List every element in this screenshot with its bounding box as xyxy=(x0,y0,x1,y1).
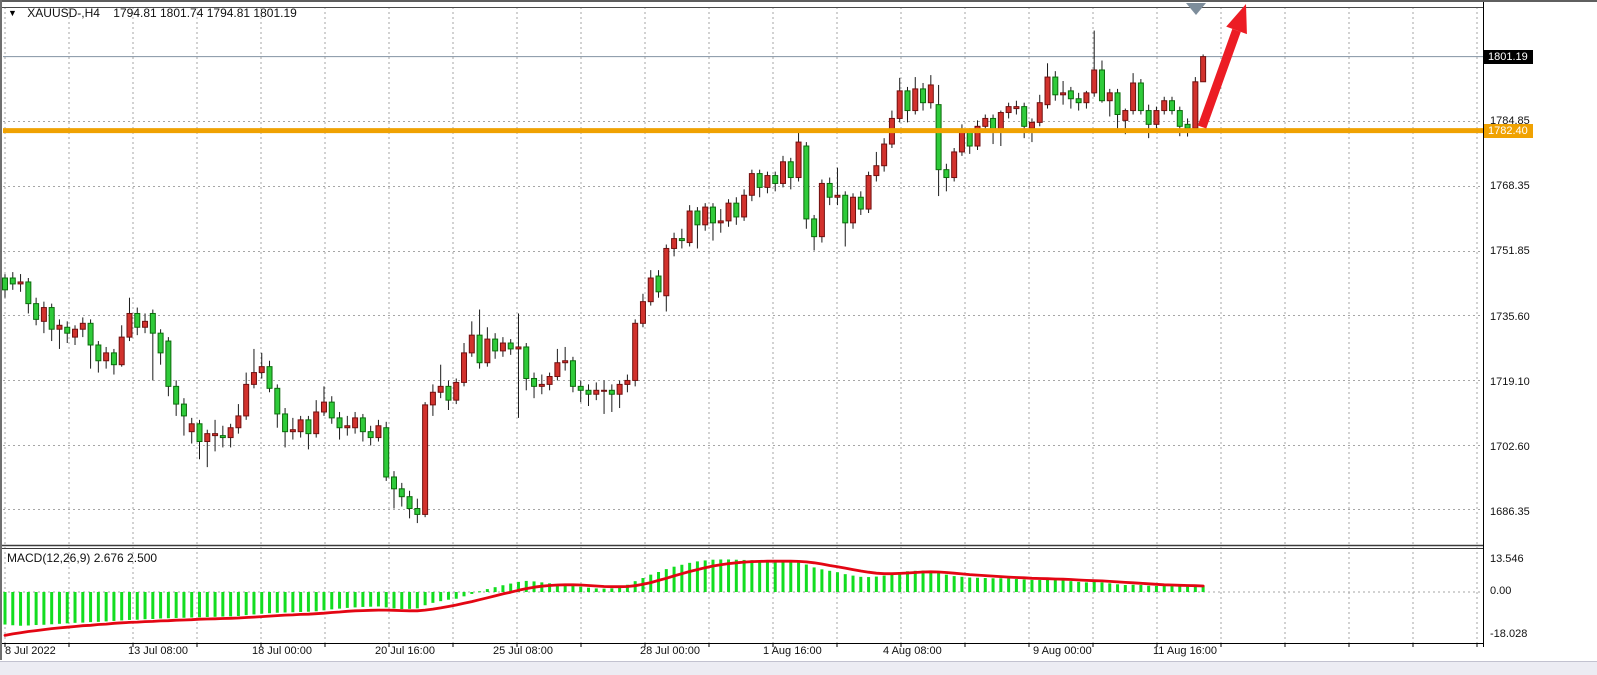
time-label: 4 Aug 08:00 xyxy=(883,645,942,657)
current-price-tag: 1801.19 xyxy=(1484,50,1533,64)
time-label: 20 Jul 16:00 xyxy=(375,645,435,657)
ohlc-values-label: 1794.81 1801.74 1794.81 1801.19 xyxy=(113,6,297,20)
time-label: 11 Aug 16:00 xyxy=(1153,645,1218,657)
window-bottom-strip xyxy=(0,661,1597,675)
time-label: 1 Aug 16:00 xyxy=(763,645,822,657)
time-label: 25 Jul 08:00 xyxy=(493,645,553,657)
macd-level-label: 0.00 xyxy=(1490,585,1512,597)
time-label: 28 Jul 00:00 xyxy=(640,645,700,657)
price-level-label: 1768.35 xyxy=(1490,180,1530,192)
window-top-border xyxy=(0,0,1597,2)
price-level-label: 1751.85 xyxy=(1490,245,1530,257)
chart-title-row: ▼ XAUUSD-,H4 1794.81 1801.74 1794.81 180… xyxy=(8,6,297,20)
window-left-border xyxy=(0,0,2,660)
price-level-label: 1719.10 xyxy=(1490,376,1530,388)
time-label: 18 Jul 00:00 xyxy=(252,645,312,657)
time-label: 13 Jul 08:00 xyxy=(128,645,188,657)
time-label: 8 Jul 2022 xyxy=(5,645,56,657)
hline-price-tag[interactable]: 1782.40 xyxy=(1484,124,1533,138)
macd-level-label: 13.546 xyxy=(1490,553,1524,565)
time-marker-triangle-icon[interactable] xyxy=(1186,3,1206,15)
macd-layer xyxy=(3,559,1205,637)
quick-trade-arrow-icon[interactable]: ▼ xyxy=(8,8,17,18)
trend-arrow-annotation[interactable] xyxy=(1197,4,1247,129)
candles-layer xyxy=(2,30,1207,524)
macd-signal-line xyxy=(3,559,1205,637)
price-level-label: 1735.60 xyxy=(1490,311,1530,323)
macd-level-label: -18.028 xyxy=(1490,628,1528,640)
grid-layer xyxy=(3,7,1483,647)
price-level-label: 1686.35 xyxy=(1490,506,1530,518)
symbol-timeframe-label: XAUUSD-,H4 xyxy=(27,6,100,20)
time-label: 9 Aug 00:00 xyxy=(1033,645,1092,657)
price-level-label: 1702.60 xyxy=(1490,441,1530,453)
macd-indicator-label: MACD(12,26,9) 2.676 2.500 xyxy=(7,551,158,565)
